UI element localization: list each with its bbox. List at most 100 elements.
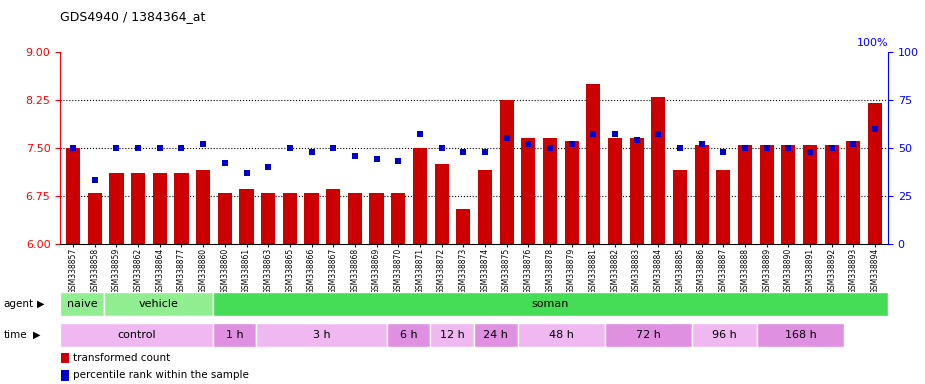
Text: percentile rank within the sample: percentile rank within the sample <box>73 370 249 381</box>
Bar <box>369 193 384 244</box>
Bar <box>456 209 470 244</box>
Point <box>672 145 687 151</box>
Bar <box>213 323 256 347</box>
Bar <box>803 145 817 244</box>
Bar <box>387 323 430 347</box>
Bar <box>824 145 839 244</box>
Bar <box>738 145 752 244</box>
Bar <box>500 100 513 244</box>
Bar <box>175 174 189 244</box>
Point <box>66 145 80 151</box>
Point <box>261 164 276 170</box>
Point <box>369 156 384 162</box>
Bar <box>543 138 557 244</box>
Bar <box>60 323 213 347</box>
Bar <box>304 193 318 244</box>
Text: 12 h: 12 h <box>440 330 464 340</box>
Point <box>781 145 796 151</box>
Point <box>456 149 471 155</box>
Bar <box>327 189 340 244</box>
Point <box>868 126 882 132</box>
Bar <box>435 164 449 244</box>
Bar <box>256 323 387 347</box>
Point <box>629 137 644 143</box>
Point <box>543 145 558 151</box>
Bar <box>261 193 276 244</box>
Point <box>326 145 340 151</box>
Bar <box>630 138 644 244</box>
Bar <box>196 170 210 244</box>
Bar <box>60 292 104 316</box>
Point <box>586 131 600 137</box>
Bar <box>782 145 796 244</box>
Text: control: control <box>117 330 155 340</box>
Bar <box>586 84 600 244</box>
Text: 100%: 100% <box>857 38 888 48</box>
Bar <box>608 138 622 244</box>
Point <box>87 177 102 184</box>
Bar <box>217 193 232 244</box>
Bar <box>153 174 166 244</box>
Text: 24 h: 24 h <box>484 330 508 340</box>
Text: ▶: ▶ <box>33 330 41 340</box>
Text: naive: naive <box>67 299 97 310</box>
Point <box>390 158 405 164</box>
Point <box>304 149 319 155</box>
Bar <box>846 141 860 244</box>
Point <box>477 149 492 155</box>
Text: 6 h: 6 h <box>400 330 417 340</box>
Point <box>434 145 449 151</box>
Bar <box>104 292 213 316</box>
Point <box>217 160 232 166</box>
Text: 168 h: 168 h <box>785 330 817 340</box>
Point <box>196 141 211 147</box>
Bar <box>430 323 474 347</box>
Bar <box>651 97 665 244</box>
Bar <box>66 148 80 244</box>
Text: 72 h: 72 h <box>635 330 660 340</box>
Text: transformed count: transformed count <box>73 353 170 363</box>
Bar <box>61 370 69 381</box>
Text: time: time <box>4 330 28 340</box>
Text: vehicle: vehicle <box>138 299 179 310</box>
Bar <box>88 193 102 244</box>
Bar <box>413 148 427 244</box>
Point <box>153 145 167 151</box>
Text: 48 h: 48 h <box>549 330 574 340</box>
Text: 96 h: 96 h <box>712 330 737 340</box>
Point <box>413 131 427 137</box>
Bar <box>240 189 253 244</box>
Point <box>695 141 709 147</box>
Point <box>803 149 818 155</box>
Bar <box>692 323 758 347</box>
Point <box>759 145 774 151</box>
Bar <box>131 174 145 244</box>
Point <box>130 145 145 151</box>
Bar <box>348 193 362 244</box>
Bar <box>716 170 731 244</box>
Text: agent: agent <box>4 299 34 309</box>
Bar <box>564 141 579 244</box>
Point <box>716 149 731 155</box>
Bar <box>758 323 845 347</box>
Point <box>824 145 839 151</box>
Text: 3 h: 3 h <box>313 330 330 340</box>
Bar <box>478 170 492 244</box>
Bar <box>695 145 709 244</box>
Point <box>846 141 861 147</box>
Point <box>174 145 189 151</box>
Point <box>239 170 253 176</box>
Text: soman: soman <box>532 299 569 310</box>
Bar <box>759 145 773 244</box>
Point <box>737 145 752 151</box>
Bar <box>391 193 405 244</box>
Bar <box>672 170 687 244</box>
Bar <box>605 323 692 347</box>
Point <box>521 141 536 147</box>
Text: ▶: ▶ <box>37 299 44 309</box>
Text: GDS4940 / 1384364_at: GDS4940 / 1384364_at <box>60 10 205 23</box>
Bar <box>213 292 888 316</box>
Bar <box>283 193 297 244</box>
Bar <box>474 323 518 347</box>
Point <box>282 145 297 151</box>
